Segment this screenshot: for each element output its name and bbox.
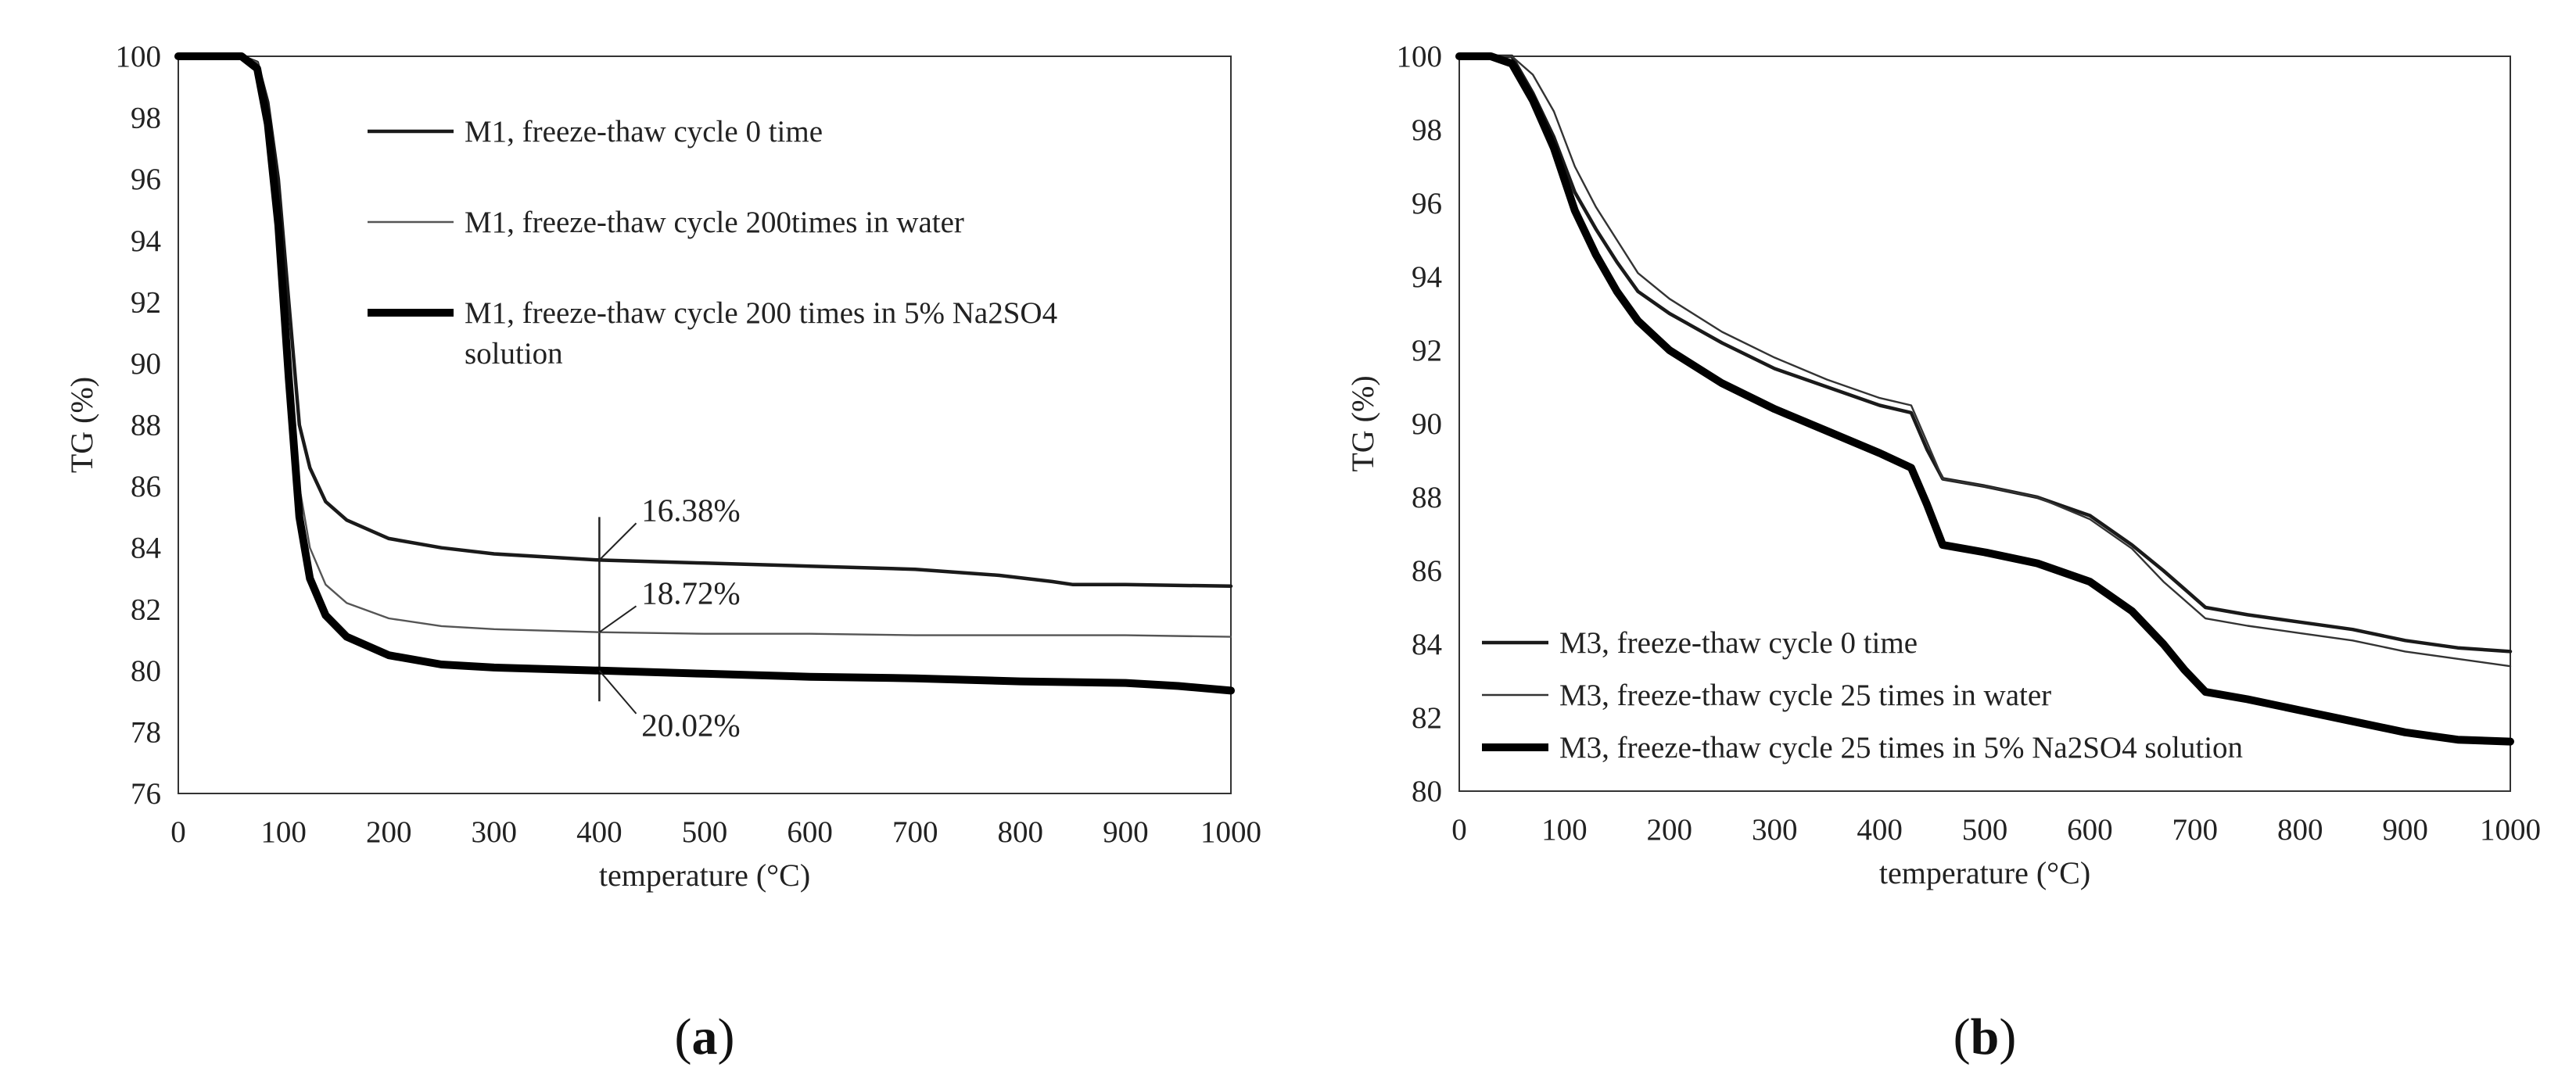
series-line-3 — [174, 52, 1235, 695]
legend-label: solution — [465, 337, 563, 371]
annotation-label: 20.02% — [641, 707, 740, 743]
legend-label: M3, freeze-thaw cycle 25 times in 5% Na2… — [1559, 731, 2243, 765]
plot-frame — [1458, 56, 2511, 792]
x-tick-label: 900 — [1103, 815, 1149, 849]
y-tick-label: 80 — [1412, 775, 1442, 808]
annotation-label: 18.72% — [641, 575, 740, 611]
series-line-3 — [1455, 52, 2514, 746]
x-tick-label: 800 — [998, 815, 1044, 849]
x-tick-label: 800 — [2277, 813, 2323, 847]
series-line-2 — [1458, 55, 2512, 668]
x-tick-label: 100 — [1541, 813, 1588, 847]
x-tick-label: 700 — [2172, 813, 2219, 847]
y-tick-label: 88 — [131, 409, 161, 442]
legend-label: M1, freeze-thaw cycle 200 times in 5% Na… — [465, 296, 1057, 330]
x-tick-label: 500 — [1962, 813, 2008, 847]
x-tick-label: 600 — [2067, 813, 2113, 847]
y-tick-label: 84 — [1412, 628, 1442, 661]
y-tick-label: 90 — [131, 347, 161, 381]
x-tick-label: 200 — [366, 815, 412, 849]
x-tick-label: 400 — [576, 815, 622, 849]
chart-panel-b: 80 82 84 86 88 90 92 94 96 98 100 0 100 200 300 400 500 6… — [1290, 0, 2576, 1071]
legend-label: M1, freeze-thaw cycle 200times in water — [465, 206, 964, 239]
y-axis-title: TG (%) — [1345, 375, 1380, 471]
plot-frame — [178, 56, 1232, 794]
y-tick-label: 96 — [131, 163, 161, 196]
x-tick-label: 0 — [170, 815, 186, 849]
y-tick-label: 94 — [131, 224, 161, 258]
y-tick-label: 96 — [1412, 187, 1442, 220]
annotation-label: 16.38% — [641, 493, 740, 528]
y-tick-label: 100 — [116, 40, 162, 73]
y-tick-label: 92 — [1412, 334, 1442, 367]
y-tick-label: 76 — [131, 777, 161, 811]
subfigure-letter: a — [692, 1008, 718, 1066]
y-axis-title: TG (%) — [64, 377, 99, 473]
x-tick-label: 700 — [892, 815, 938, 849]
x-tick-label: 300 — [1752, 813, 1798, 847]
y-tick-label: 86 — [131, 470, 161, 503]
y-tick-label: 92 — [131, 285, 161, 319]
y-tick-label: 88 — [1412, 481, 1442, 514]
subfigure-label: (b) — [1954, 1008, 2017, 1066]
annotation-leader — [598, 670, 637, 715]
annotation-leader — [598, 522, 637, 561]
y-tick-label: 90 — [1412, 407, 1442, 441]
y-tick-label: 86 — [1412, 554, 1442, 588]
y-tick-label: 82 — [131, 593, 161, 626]
chart-panel-a: 76 78 80 82 84 86 88 90 92 94 96 98 100 0 100 200 300 400… — [64, 40, 1261, 1066]
x-axis-title: temperature (°C) — [1879, 855, 2090, 890]
y-tick-label: 94 — [1412, 260, 1442, 294]
annotation-leader — [598, 605, 637, 633]
x-tick-label: 500 — [682, 815, 728, 849]
x-tick-label: 1000 — [2480, 813, 2541, 847]
subfigure-letter: b — [1971, 1008, 2000, 1066]
y-tick-label: 100 — [1397, 40, 1443, 73]
series-line-1 — [1457, 54, 2513, 654]
x-tick-label: 600 — [787, 815, 833, 849]
subfigure-label: (a) — [675, 1008, 735, 1066]
x-tick-label: 100 — [260, 815, 307, 849]
x-tick-label: 400 — [1857, 813, 1903, 847]
x-tick-label: 200 — [1647, 813, 1693, 847]
y-tick-label: 78 — [131, 715, 161, 749]
legend-label: M3, freeze-thaw cycle 25 times in water — [1559, 679, 2051, 712]
x-tick-label: 900 — [2382, 813, 2428, 847]
legend-label: M3, freeze-thaw cycle 0 time — [1559, 626, 1918, 660]
y-tick-label: 82 — [1412, 701, 1442, 735]
x-axis-title: temperature (°C) — [599, 858, 810, 893]
y-tick-label: 80 — [131, 654, 161, 688]
x-tick-label: 0 — [1451, 813, 1467, 847]
y-tick-label: 84 — [131, 532, 161, 565]
y-tick-label: 98 — [1412, 113, 1442, 147]
x-tick-label: 300 — [472, 815, 518, 849]
x-tick-label: 1000 — [1200, 815, 1261, 849]
legend-label: M1, freeze-thaw cycle 0 time — [465, 115, 823, 149]
y-tick-label: 98 — [131, 102, 161, 135]
